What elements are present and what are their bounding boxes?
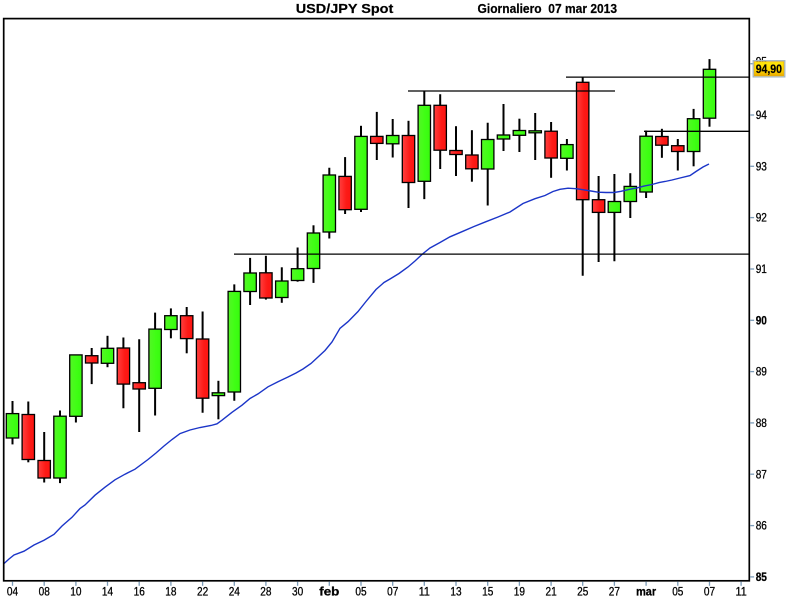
- svg-text:85: 85: [756, 572, 768, 584]
- svg-text:feb: feb: [319, 587, 339, 599]
- svg-text:89: 89: [756, 367, 767, 379]
- svg-text:91: 91: [756, 264, 767, 276]
- svg-text:04: 04: [7, 587, 19, 599]
- svg-text:08: 08: [39, 587, 50, 599]
- svg-text:16: 16: [134, 587, 145, 599]
- svg-text:27: 27: [609, 587, 620, 599]
- svg-text:22: 22: [197, 587, 208, 599]
- svg-text:94: 94: [756, 110, 768, 122]
- svg-text:87: 87: [756, 469, 767, 481]
- svg-text:15: 15: [482, 587, 493, 599]
- svg-text:14: 14: [102, 587, 114, 599]
- svg-text:07: 07: [704, 587, 715, 599]
- svg-text:92: 92: [756, 213, 767, 225]
- svg-text:10: 10: [70, 587, 81, 599]
- svg-text:86: 86: [756, 521, 767, 533]
- svg-text:05: 05: [355, 587, 366, 599]
- svg-text:88: 88: [756, 418, 767, 430]
- svg-text:21: 21: [546, 587, 557, 599]
- svg-text:USD/JPY Spot: USD/JPY Spot: [296, 1, 394, 16]
- svg-text:93: 93: [756, 161, 767, 173]
- svg-text:90: 90: [756, 315, 767, 327]
- svg-text:18: 18: [165, 587, 176, 599]
- svg-text:mar: mar: [636, 587, 656, 599]
- svg-text:11: 11: [736, 587, 747, 599]
- svg-text:07: 07: [387, 587, 398, 599]
- svg-text:13: 13: [450, 587, 461, 599]
- svg-text:Giornaliero 07 mar 2013: Giornaliero 07 mar 2013: [478, 1, 618, 16]
- svg-text:24: 24: [229, 587, 241, 599]
- svg-text:28: 28: [260, 587, 271, 599]
- svg-text:11: 11: [419, 587, 430, 599]
- svg-text:25: 25: [577, 587, 588, 599]
- svg-text:30: 30: [292, 587, 303, 599]
- svg-text:94,90: 94,90: [756, 62, 783, 76]
- svg-text:19: 19: [514, 587, 525, 599]
- svg-text:05: 05: [672, 587, 683, 599]
